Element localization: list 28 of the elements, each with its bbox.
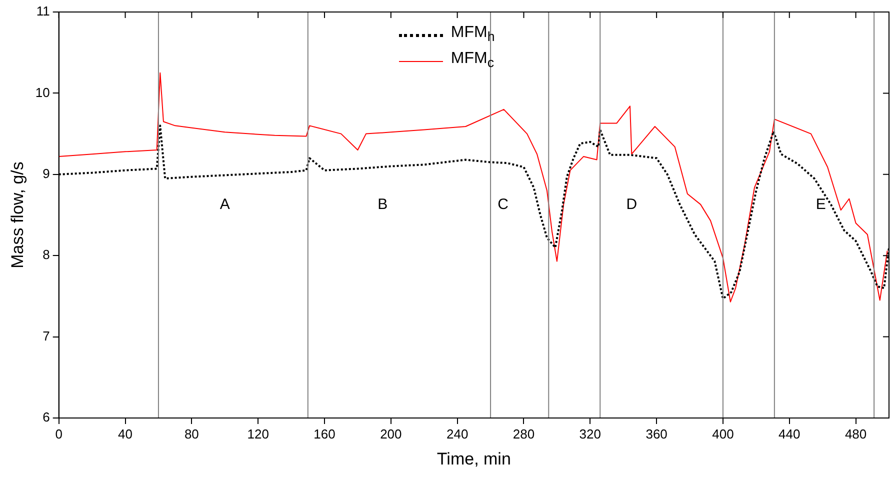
legend-label: MFM$_{c}$ xyxy=(450,49,494,72)
y-tick-label: 6 xyxy=(42,410,50,425)
annotation: D xyxy=(626,196,638,213)
x-tick-label: 120 xyxy=(247,426,269,442)
x-tick-label: 0 xyxy=(55,426,62,442)
legend-label: MFM$_{h}$ xyxy=(450,23,495,46)
annotation: B xyxy=(378,196,388,213)
x-tick-label: 480 xyxy=(844,426,867,442)
x-tick-label: 360 xyxy=(646,426,668,442)
x-tick-label: 160 xyxy=(314,426,336,442)
x-tick-label: 40 xyxy=(118,426,133,442)
annotation: E xyxy=(816,196,826,213)
x-tick-label: 320 xyxy=(579,426,601,442)
y-tick-label: 10 xyxy=(35,84,50,100)
annotation: A xyxy=(220,196,230,213)
y-tick-label: 7 xyxy=(42,328,50,344)
y-tick-label: 9 xyxy=(42,166,50,181)
y-tick-label: 8 xyxy=(42,247,50,262)
x-axis-title: Time, min xyxy=(436,449,511,468)
x-tick-label: 400 xyxy=(712,426,734,442)
x-tick-label: 280 xyxy=(512,426,535,442)
x-tick-label: 200 xyxy=(380,426,402,442)
x-tick-label: 240 xyxy=(446,426,468,442)
x-tick-label: 80 xyxy=(184,426,199,442)
annotation: C xyxy=(498,196,509,213)
x-tick-label: 440 xyxy=(778,426,800,442)
y-axis-title: Mass flow, g/s xyxy=(8,162,27,268)
y-tick-label: 11 xyxy=(36,4,50,19)
